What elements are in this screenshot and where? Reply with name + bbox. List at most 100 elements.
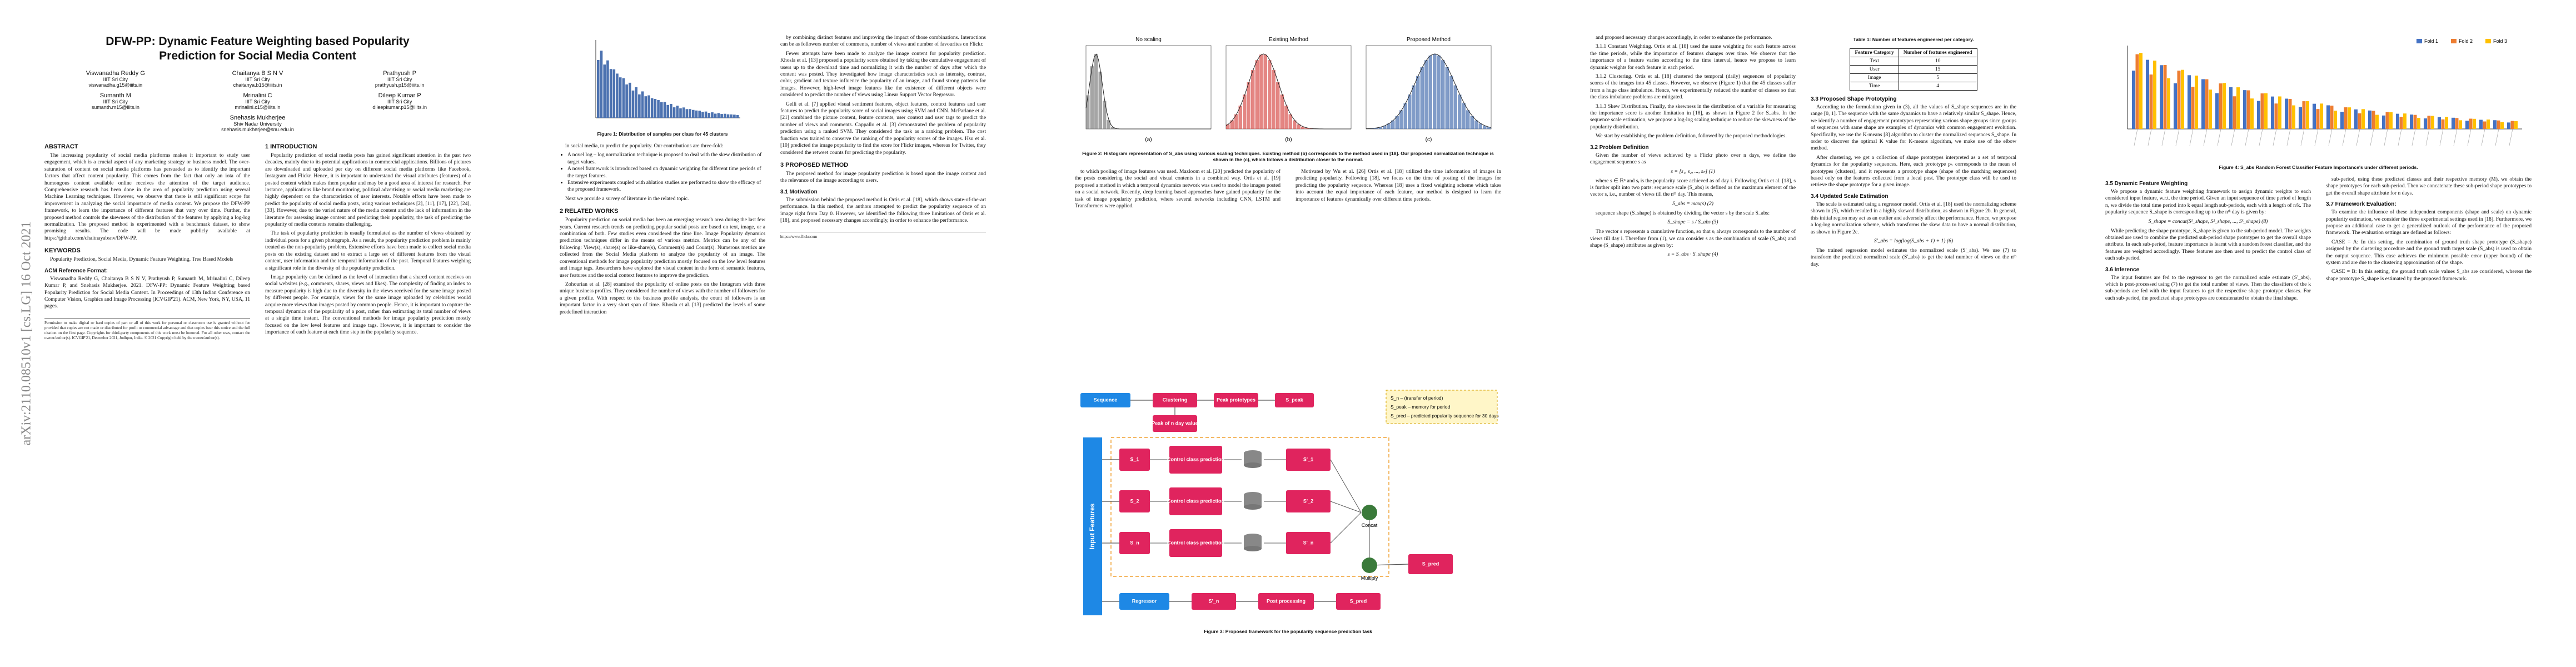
histogram-bar — [1483, 126, 1487, 129]
table-caption: Table 1: Number of features engineered p… — [1853, 37, 1974, 42]
tick — [2495, 128, 2499, 146]
histogram-bar — [1251, 69, 1255, 129]
bar — [2438, 117, 2441, 129]
node-box — [1408, 554, 1453, 574]
histogram-bar — [1272, 69, 1275, 129]
histogram-bar — [704, 111, 707, 118]
bullet-item: A novel log – log normalization techniqu… — [567, 152, 765, 166]
author: Prathyush P IIIT Sri City prathyush.p15@ii… — [328, 70, 471, 88]
subheading: ACM Reference Format: — [44, 267, 108, 274]
node-label: S_peak — [1285, 397, 1304, 402]
histogram-bar — [650, 98, 654, 118]
input-label: Input Features — [1088, 503, 1096, 549]
figure-caption: Figure 3: Proposed framework for the pop… — [1204, 629, 1372, 634]
operator-label: Multiply — [1361, 575, 1378, 581]
bar — [2135, 54, 2139, 129]
histogram-bar — [1403, 103, 1407, 129]
node-box — [1336, 593, 1381, 610]
tick — [2161, 128, 2166, 146]
legend-label: Fold 1 — [2424, 38, 2438, 44]
bar — [2348, 107, 2351, 129]
histogram-bar — [597, 60, 600, 118]
equation: s = S_abs · S_shape (4) — [1667, 251, 1718, 258]
bar — [2469, 118, 2473, 129]
histogram-bar — [1230, 120, 1234, 129]
histogram-bar — [1441, 60, 1445, 129]
histogram-bar — [1445, 67, 1449, 129]
bar-figure: Fold 1 Fold 2 Fold 3 Figure 4: S_abs Random… — [2105, 34, 2532, 171]
histogram-bar — [1449, 76, 1453, 129]
author: Dileep Kumar P IIIT Sri City dileepkumar.p… — [328, 92, 471, 110]
histogram-bar — [631, 90, 635, 118]
histogram-bar — [657, 100, 660, 118]
histogram-bar — [1284, 105, 1288, 129]
tick — [2356, 128, 2360, 146]
histogram-bar — [641, 91, 644, 118]
density-curve — [1366, 53, 1492, 130]
footnote: Permission to make digital or hard copie… — [44, 317, 250, 341]
page-body: DFW-PP: Dynamic Feature Weighting based … — [44, 34, 471, 640]
page-body: Fold 1 Fold 2 Fold 3 Figure 4: S_abs Random… — [2105, 34, 2532, 640]
tick — [2425, 128, 2430, 146]
paragraph: where s ∈ ℝⁿ and sᵢ is the popularity sc… — [1590, 177, 1796, 198]
top-block: No scaling (a) Existing Method (b) Proposed … — [1075, 34, 1501, 168]
author-email: sumanth.m15@iiits.in — [91, 104, 139, 110]
arxiv-stamp: arXiv:2110.08510v1 [cs.LG] 16 Oct 2021 — [19, 221, 34, 446]
histogram-bar — [1374, 128, 1378, 129]
column: 3.5 Dynamic Feature Weighting We propose … — [2105, 176, 2311, 640]
bar — [2132, 71, 2135, 129]
paragraph: We start by establishing the problem def… — [1596, 133, 1787, 140]
page: Fold 1 Fold 2 Fold 3 Figure 4: S_abs Random… — [2061, 0, 2576, 667]
paragraph: Fewer attempts have been made to analyze… — [780, 50, 986, 98]
top-block: Fold 1 Fold 2 Fold 3 Figure 4: S_abs Random… — [2105, 34, 2532, 176]
column: Table 1: Number of features engineered p… — [1811, 34, 2016, 640]
bar — [2188, 75, 2191, 129]
panel-title: Existing Method — [1269, 37, 1308, 43]
histogram-bar — [1107, 120, 1110, 129]
node-box — [1192, 593, 1236, 610]
node-box — [1286, 490, 1331, 512]
histogram-bar — [1259, 54, 1263, 129]
histogram-bar — [644, 96, 647, 118]
bar — [2427, 116, 2431, 129]
column: and proposed necessary changes according… — [1590, 34, 1796, 640]
histogram-bar — [730, 114, 733, 118]
histogram-bar — [1276, 82, 1280, 129]
bar — [2195, 76, 2198, 129]
table-cell: Image — [1850, 73, 1899, 82]
histogram-bar — [1433, 54, 1437, 129]
tick — [2370, 128, 2374, 146]
bar — [2243, 90, 2246, 129]
histogram-bar — [1383, 126, 1387, 129]
bar — [2163, 64, 2167, 129]
tick — [2384, 128, 2388, 146]
bullet-item: A novel framework is introduced based on… — [567, 166, 765, 180]
page-body: and proposed necessary changes according… — [1590, 34, 2016, 640]
subheading: 3.3 Proposed Shape Prototyping — [1811, 96, 1897, 102]
table-cell: 4 — [1898, 82, 1977, 91]
bar — [2382, 115, 2385, 129]
histogram-bar — [1424, 60, 1428, 129]
panel-sublabel: (c) — [1426, 137, 1432, 143]
paragraph: We propose a dynamic feature weighting f… — [2105, 188, 2311, 216]
tick — [2509, 128, 2513, 146]
histogram-bar — [1288, 114, 1292, 129]
table-header: Feature Category Number of features engin… — [1850, 48, 1977, 57]
paragraph: to which pooling of image features was u… — [1075, 168, 1280, 210]
tick — [2411, 128, 2416, 146]
figure-graphic — [595, 40, 740, 118]
columns: Figure 1: Distribution of samples per cl… — [560, 34, 986, 640]
bar — [2236, 87, 2240, 129]
bar — [2264, 93, 2268, 129]
bar — [2302, 101, 2306, 129]
top-block: DFW-PP: Dynamic Feature Weighting based … — [44, 34, 471, 70]
column: Figure 1: Distribution of samples per cl… — [560, 34, 765, 640]
author-name: Mrinalini C — [243, 92, 272, 99]
bar — [2510, 121, 2514, 129]
input-bar — [1083, 437, 1102, 615]
memory-icon — [1244, 504, 1262, 510]
column: ABSTRACT The increasing popularity of soc… — [44, 138, 250, 640]
bar — [2260, 93, 2264, 129]
page: and proposed necessary changes according… — [1546, 0, 2061, 667]
